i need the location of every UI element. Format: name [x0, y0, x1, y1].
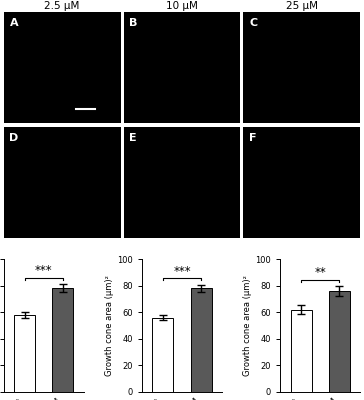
Bar [290, 310, 312, 392]
Text: ***: *** [173, 265, 191, 278]
Bar [153, 318, 173, 392]
Title: 25 μM: 25 μM [286, 1, 318, 11]
Bar [14, 315, 35, 392]
Text: F: F [249, 133, 257, 143]
Text: A: A [9, 18, 18, 28]
Title: 2.5 μM: 2.5 μM [44, 1, 80, 11]
Bar [191, 288, 211, 392]
Text: C: C [249, 18, 257, 28]
Text: E: E [129, 133, 137, 143]
Text: B: B [129, 18, 138, 28]
Y-axis label: Growth cone area (μm)²: Growth cone area (μm)² [105, 275, 114, 376]
Bar [52, 288, 74, 392]
Title: 10 μM: 10 μM [166, 1, 198, 11]
Text: ***: *** [35, 264, 53, 277]
Y-axis label: Growth cone area (μm)²: Growth cone area (μm)² [244, 275, 253, 376]
Text: **: ** [314, 266, 326, 279]
Text: D: D [9, 133, 19, 143]
Bar [329, 291, 350, 392]
